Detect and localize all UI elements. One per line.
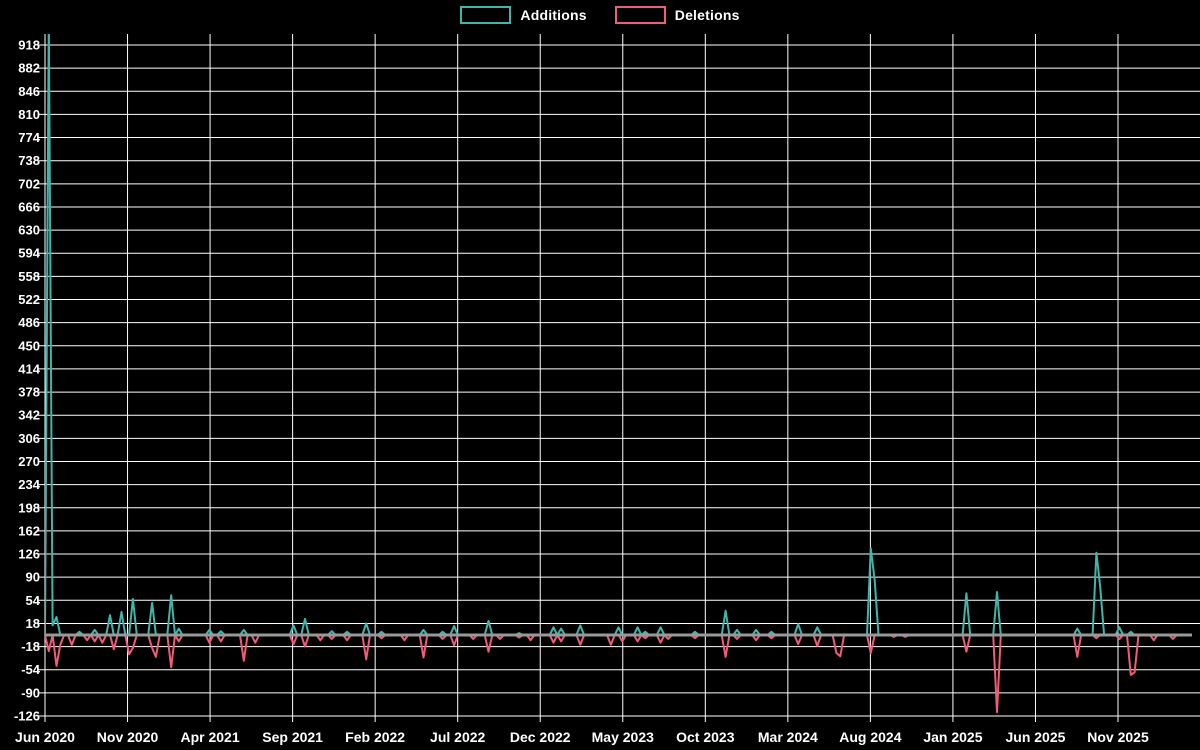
y-tick-label: 306 [18,431,40,446]
y-tick-label: -54 [21,662,41,677]
y-tick-label: 774 [18,130,40,145]
y-tick-label: 810 [18,107,40,122]
y-tick-label: 162 [18,523,40,538]
additions-line [45,34,1192,636]
legend-item-deletions[interactable]: Deletions [614,6,740,24]
x-tick-label: May 2023 [592,729,654,745]
additions-swatch-icon [460,6,512,24]
y-tick-label: -18 [21,639,40,654]
x-tick-label: Dec 2022 [510,729,571,745]
y-tick-label: 378 [18,385,40,400]
x-tick-label: Sep 2021 [262,729,323,745]
y-tick-label: 18 [26,616,40,631]
y-tick-label: 558 [18,269,40,284]
y-tick-label: 918 [18,38,40,53]
legend-label-deletions: Deletions [674,7,740,23]
x-tick-label: Jun 2025 [1005,729,1065,745]
y-tick-label: 486 [18,315,40,330]
legend-label-additions: Additions [520,7,587,23]
y-tick-label: 702 [18,176,40,191]
y-tick-label: 630 [18,223,40,238]
chart-legend: Additions Deletions [0,6,1200,24]
x-tick-label: Nov 2020 [97,729,159,745]
y-tick-label: 594 [18,246,40,261]
y-tick-label: 738 [18,153,40,168]
y-tick-label: 342 [18,408,40,423]
legend-item-additions[interactable]: Additions [460,6,587,24]
x-tick-label: Mar 2024 [758,729,818,745]
y-tick-label: 666 [18,199,40,214]
x-tick-label: Aug 2024 [839,729,901,745]
y-tick-label: 846 [18,84,40,99]
x-tick-label: Nov 2025 [1087,729,1149,745]
y-tick-label: 450 [18,338,40,353]
y-tick-label: 522 [18,292,40,307]
x-tick-label: Feb 2022 [345,729,405,745]
x-tick-label: Jan 2025 [923,729,982,745]
x-tick-label: Jun 2020 [15,729,75,745]
y-tick-label: 54 [26,593,41,608]
y-tick-label: 90 [26,570,40,585]
x-tick-label: Oct 2023 [676,729,735,745]
y-tick-label: 126 [18,547,40,562]
y-tick-label: -90 [21,685,40,700]
y-tick-label: 270 [18,454,40,469]
y-tick-label: -126 [14,708,40,723]
deletions-swatch-icon [614,6,666,24]
x-tick-label: Apr 2021 [180,729,239,745]
y-tick-label: 882 [18,61,40,76]
series-group [45,34,1192,714]
y-tick-label: 414 [18,361,40,376]
y-tick-label: 198 [18,500,40,515]
x-tick-label: Jul 2022 [430,729,485,745]
y-tick-label: 234 [18,477,40,492]
